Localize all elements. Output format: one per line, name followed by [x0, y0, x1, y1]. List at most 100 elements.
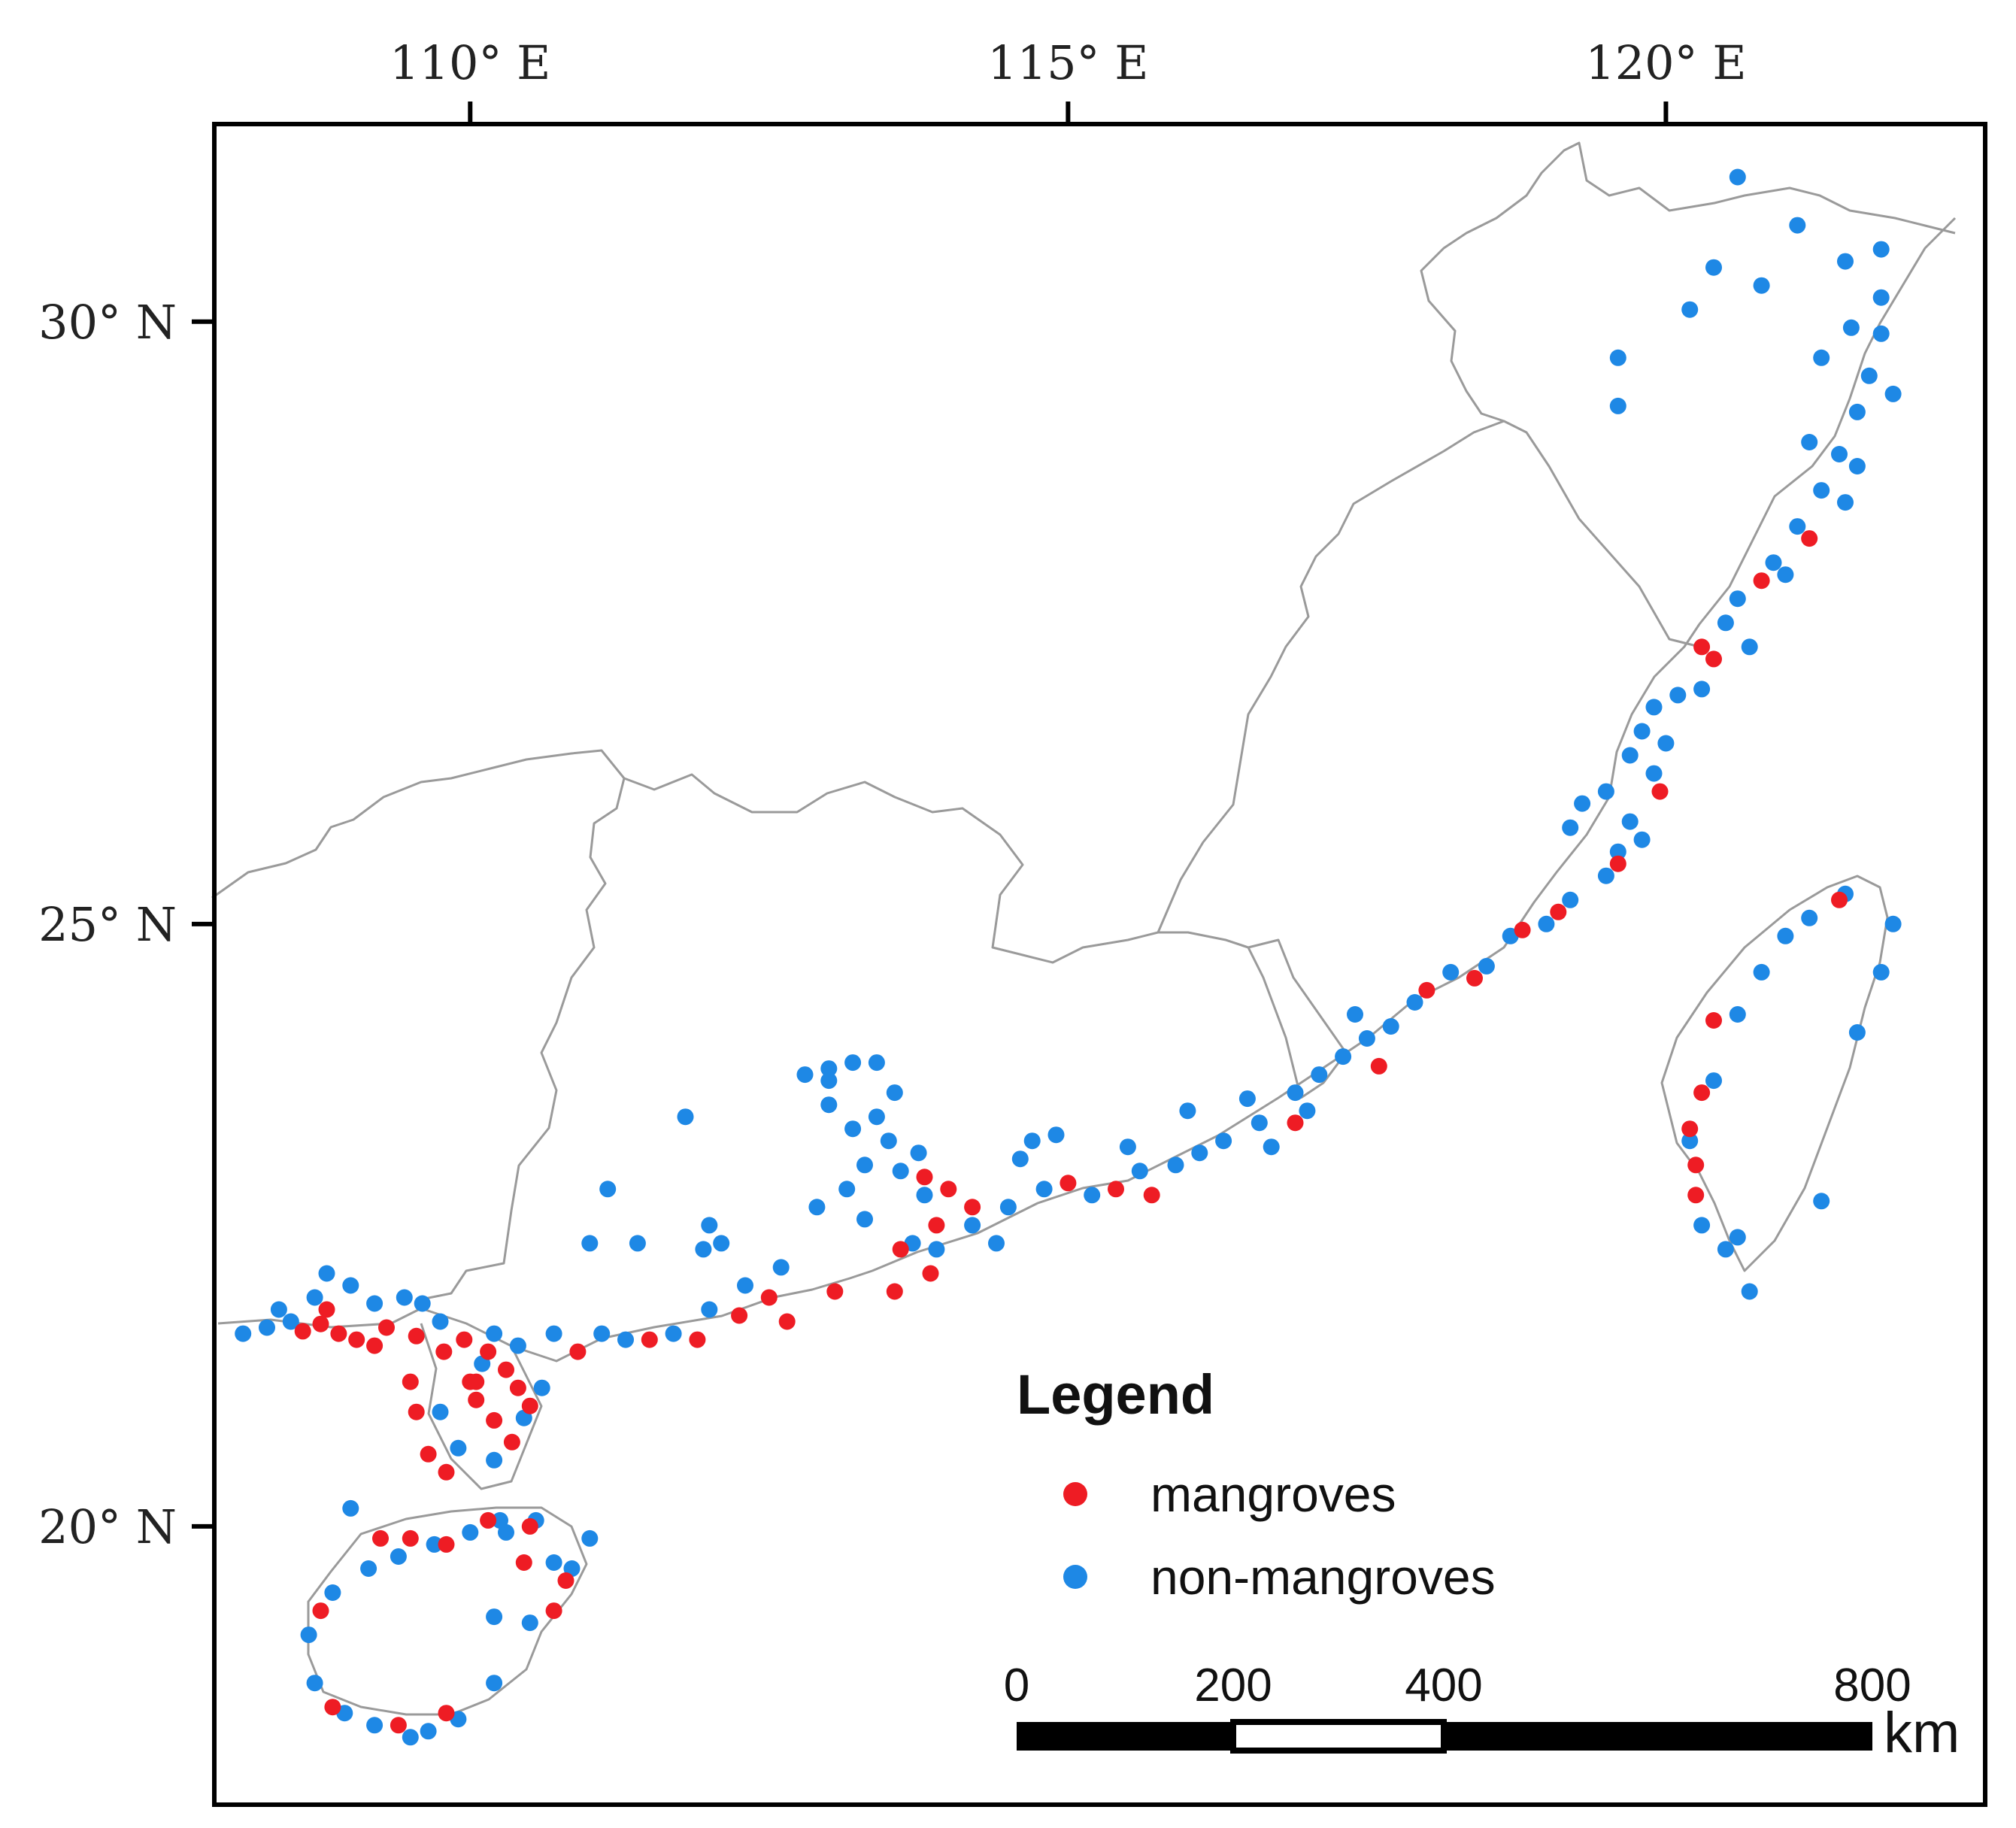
non-mangrove-point [486, 1675, 503, 1692]
mangrove-point [438, 1463, 455, 1481]
mangrove-point [438, 1705, 455, 1722]
non-mangrove-point [1621, 747, 1639, 764]
non-mangrove-point [1813, 349, 1830, 366]
longitude-ticks: 110° E 115° E 120° E [390, 35, 1747, 124]
non-mangrove-point [1693, 1217, 1711, 1234]
non-mangrove-point [868, 1054, 885, 1072]
mangrove-point [294, 1323, 311, 1340]
non-mangrove-point [1789, 217, 1806, 234]
non-mangrove-point [796, 1066, 814, 1084]
mangrove-point [1831, 891, 1848, 908]
non-mangrove-point [772, 1259, 790, 1276]
non-mangrove-point [1842, 319, 1860, 336]
mangrove-point [1060, 1175, 1077, 1192]
mangrove-point [498, 1361, 514, 1378]
non-mangrove-point [462, 1523, 479, 1541]
mangrove-point [408, 1327, 425, 1344]
mangrove-point [312, 1602, 329, 1620]
non-mangrove-point [701, 1217, 718, 1234]
non-mangrove-point [342, 1277, 359, 1294]
mangrove-point [964, 1199, 981, 1216]
lat-tick-label: 30° N [38, 295, 177, 350]
mangrove-point [503, 1433, 520, 1451]
non-mangrove-point [1681, 301, 1699, 318]
non-mangrove-point [1717, 614, 1734, 632]
non-mangrove-point [856, 1157, 873, 1174]
non-mangrove-point [629, 1235, 646, 1252]
non-mangrove-point [665, 1325, 682, 1342]
province-boundaries [211, 141, 1957, 1716]
mangrove-point [922, 1265, 939, 1282]
mangrove-point [408, 1403, 425, 1420]
non-mangrove-point [677, 1108, 694, 1126]
mangrove-point [760, 1289, 778, 1306]
mangrove-point [826, 1283, 844, 1300]
mangrove-point [1651, 783, 1669, 800]
legend-marker-non-mangroves [1063, 1565, 1087, 1589]
mangrove-point [1705, 650, 1722, 668]
scale-bar-segment-1 [1017, 1722, 1233, 1751]
non-mangrove-point [1669, 687, 1687, 704]
non-mangrove-point [1801, 909, 1818, 926]
mangrove-point [372, 1529, 389, 1547]
non-mangrove-point [1693, 681, 1711, 698]
non-mangrove-point [617, 1331, 634, 1348]
mangrove-point [402, 1529, 419, 1547]
mangrove-point [312, 1315, 329, 1332]
non-mangrove-point [1633, 831, 1651, 848]
non-mangrove-point [486, 1325, 503, 1342]
non-mangrove-point [1633, 723, 1651, 740]
non-mangrove-point [486, 1451, 503, 1469]
mangrove-point [1108, 1181, 1124, 1198]
mangrove-point [456, 1331, 473, 1348]
jiangxi-boundary [1225, 938, 1348, 1099]
mangrove-point [480, 1343, 497, 1360]
non-mangrove-point [1621, 813, 1639, 830]
mangrove-point [348, 1331, 365, 1348]
non-mangrove-point [521, 1614, 538, 1632]
mangrove-point [940, 1181, 957, 1198]
mangrove-point [641, 1331, 658, 1348]
legend-label-mangroves: mangroves [1150, 1466, 1396, 1522]
mangrove-point [1693, 1084, 1711, 1102]
non-mangrove-point [928, 1241, 945, 1258]
non-mangrove-point [1382, 1018, 1399, 1035]
non-mangrove-point [545, 1325, 562, 1342]
non-mangrove-point [1765, 554, 1782, 571]
non-mangrove-point [1705, 259, 1722, 276]
taiwan-island [1660, 875, 1889, 1272]
non-mangrove-point [844, 1054, 862, 1072]
mangrove-point [1143, 1187, 1160, 1204]
non-mangrove-point [306, 1289, 323, 1306]
non-mangrove-point [1884, 385, 1902, 402]
mangrove-point [1693, 638, 1711, 656]
guangdong-boundary [623, 773, 1302, 1099]
non-mangrove-point [1645, 765, 1663, 782]
non-mangrove-point [1789, 518, 1806, 535]
non-mangrove-point [270, 1301, 287, 1318]
non-mangrove-point [1657, 735, 1675, 752]
non-mangrove-point [1299, 1102, 1316, 1120]
mangrove-point [778, 1313, 796, 1330]
non-mangrove-point [1023, 1132, 1041, 1150]
non-mangrove-point [1831, 446, 1848, 462]
mangrove-point [731, 1307, 748, 1324]
non-mangrove-point [420, 1723, 437, 1740]
non-mangrove-point [713, 1235, 730, 1252]
non-mangrove-point [701, 1301, 718, 1318]
non-mangrove-point [366, 1717, 383, 1734]
non-mangrove-point [1729, 1229, 1746, 1246]
mangrove-point [486, 1411, 503, 1429]
non-mangrove-point [1609, 843, 1626, 860]
non-mangrove-point [916, 1187, 933, 1204]
mangrove-point [366, 1337, 383, 1354]
lon-tick-label: 110° E [390, 35, 550, 90]
scale-bar: 0 200 400 800 km [1004, 1660, 1960, 1765]
non-mangrove-point [235, 1325, 252, 1342]
non-mangrove-point [342, 1499, 359, 1517]
mangrove-point [1550, 903, 1567, 920]
legend-marker-mangroves [1063, 1482, 1087, 1506]
non-mangrove-point [450, 1439, 467, 1457]
non-mangrove-point [1729, 168, 1746, 186]
non-mangrove-point [1251, 1114, 1268, 1132]
